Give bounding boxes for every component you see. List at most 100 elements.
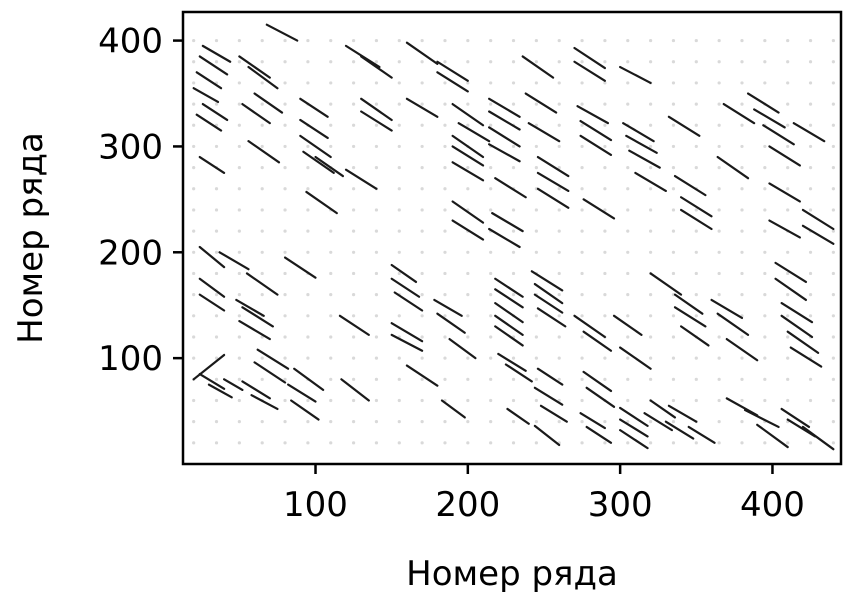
diagonal-segment [245, 272, 279, 296]
diagonal-segment [494, 302, 524, 324]
background-point [443, 271, 447, 276]
background-point [374, 398, 379, 403]
background-point [671, 441, 676, 445]
background-point [466, 250, 470, 254]
diagonal-segment [786, 330, 820, 354]
diagonal-segment [634, 171, 667, 192]
diagonal-segment [283, 256, 317, 279]
background-point [694, 123, 698, 127]
background-point [192, 335, 196, 339]
diagonal-segment [433, 298, 463, 317]
background-point [214, 271, 219, 276]
background-point [511, 102, 516, 106]
background-point [831, 102, 835, 106]
background-point [466, 166, 470, 170]
diagonal-segment [576, 105, 610, 125]
background-point [192, 420, 196, 424]
background-point [283, 420, 287, 424]
background-point [466, 441, 470, 445]
background-point [763, 293, 767, 297]
background-point [443, 377, 447, 381]
background-point [740, 335, 744, 339]
background-point [534, 335, 538, 339]
background-point [260, 420, 264, 424]
background-point [260, 441, 264, 445]
background-point [397, 102, 401, 106]
background-point [649, 314, 653, 318]
x-axis: 100 200 300 400 [283, 464, 805, 525]
background-point [808, 293, 813, 297]
diagonal-segment [451, 134, 485, 159]
background-point [351, 271, 356, 276]
background-point [397, 441, 401, 445]
background-point [740, 166, 744, 170]
background-point [374, 208, 379, 212]
background-point [329, 314, 333, 318]
background-point [831, 398, 835, 403]
diagonal-segment [622, 122, 655, 143]
background-point [443, 81, 447, 85]
background-point [374, 81, 379, 85]
background-point [192, 293, 196, 297]
background-point [626, 293, 630, 297]
background-point [557, 356, 561, 360]
background-point [283, 187, 287, 191]
background-point [374, 377, 379, 381]
diagonal-segment [673, 174, 707, 197]
background-point [786, 38, 790, 43]
background-point [717, 144, 721, 149]
background-point [214, 250, 219, 254]
diagonal-segment [286, 383, 317, 403]
diagonal-segment [290, 399, 320, 421]
background-point [466, 123, 470, 127]
diagonal-segment [491, 212, 524, 233]
background-point [740, 102, 744, 106]
background-point [329, 187, 333, 191]
background-point [283, 293, 287, 297]
background-point [831, 208, 835, 212]
diagonal-segment [792, 122, 826, 143]
diagonal-segment [436, 71, 469, 93]
diagonal-segment [451, 145, 485, 167]
diagonal-segment [488, 126, 521, 148]
background-point [214, 144, 219, 149]
diagonal-segment [533, 424, 561, 447]
background-point [694, 293, 698, 297]
background-point [534, 398, 538, 403]
diagonal-segment [673, 293, 704, 315]
background-point [717, 356, 721, 360]
diagonal-segment [579, 412, 607, 430]
background-point [717, 81, 721, 85]
background-point [694, 81, 698, 85]
diagonal-segment [679, 325, 710, 347]
background-point [306, 38, 310, 43]
background-point [649, 356, 653, 360]
background-point [351, 102, 356, 106]
diagonal-segment [679, 196, 713, 218]
background-point [763, 208, 767, 212]
diagonal-segment [451, 161, 485, 182]
background-point [649, 208, 653, 212]
diagonal-segment [716, 155, 750, 180]
background-point [283, 166, 287, 170]
background-point [557, 271, 561, 276]
background-point [786, 293, 790, 297]
background-point [603, 441, 607, 445]
diagonal-segment [494, 325, 524, 347]
diagonal-segment [198, 372, 226, 390]
diagonal-segment [687, 425, 716, 444]
background-point [283, 250, 287, 254]
diagonal-segment [536, 307, 567, 328]
background-point [420, 441, 424, 445]
background-point [443, 250, 447, 254]
background-point [831, 187, 835, 191]
background-point [443, 420, 447, 424]
background-point [397, 60, 401, 64]
background-point [283, 81, 287, 85]
diagonal-segment [664, 420, 695, 440]
background-point [192, 250, 196, 254]
background-point [283, 314, 287, 318]
background-point [306, 187, 310, 191]
diagonal-segment [716, 312, 750, 336]
diagonal-segment [238, 319, 271, 341]
